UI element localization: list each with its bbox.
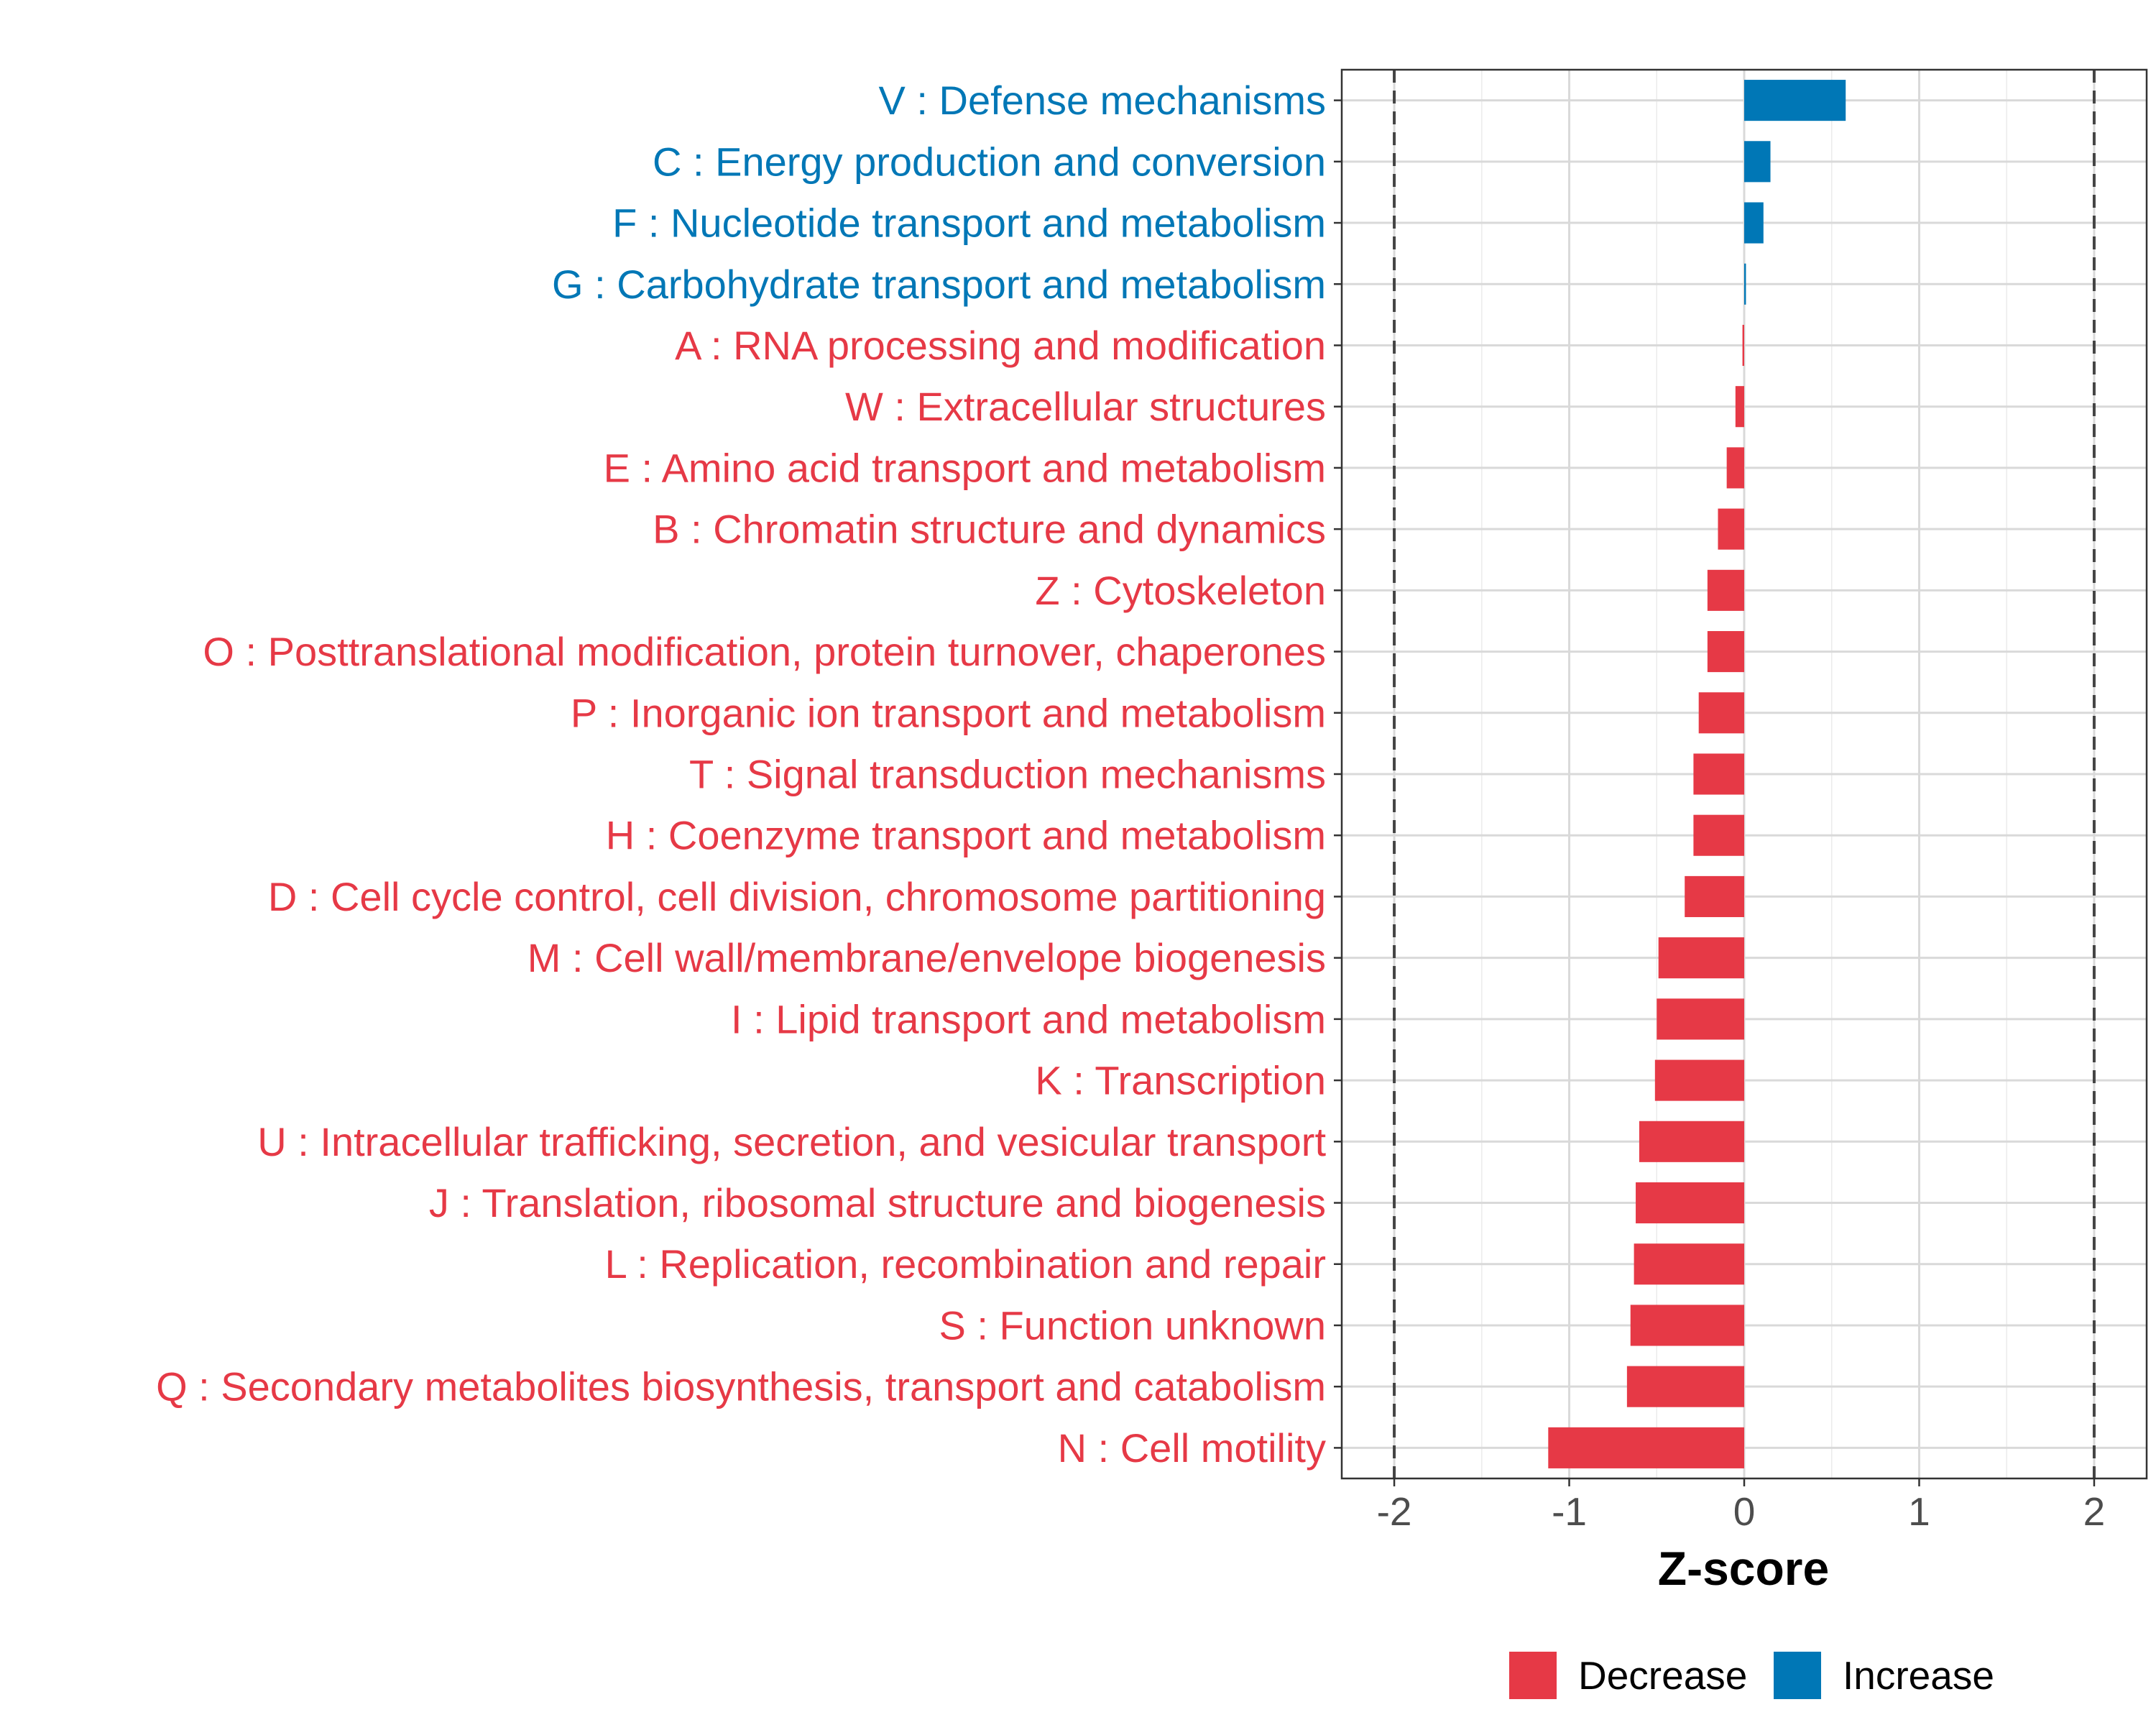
bar-decrease (1742, 324, 1744, 367)
bar-decrease (1685, 875, 1744, 917)
category-label: U : Intracellular trafficking, secretion… (257, 1119, 1326, 1164)
bar-decrease (1654, 1059, 1744, 1101)
bar-decrease (1639, 1121, 1744, 1162)
category-label: J : Translation, ribosomal structure and… (429, 1180, 1326, 1225)
x-tick-label: -1 (1552, 1489, 1587, 1534)
category-label: V : Defense mechanisms (879, 78, 1326, 123)
bar-increase (1744, 141, 1771, 183)
bar-decrease (1636, 1182, 1744, 1224)
bar-decrease (1693, 814, 1744, 856)
bar-decrease (1548, 1427, 1744, 1468)
category-label: F : Nucleotide transport and metabolism (612, 201, 1326, 246)
category-label: H : Coenzyme transport and metabolism (606, 813, 1326, 858)
x-tick-label: 0 (1733, 1489, 1756, 1534)
bar-decrease (1658, 937, 1744, 979)
x-tick-label: 1 (1908, 1489, 1930, 1534)
legend-swatch-increase (1774, 1652, 1821, 1699)
category-label: L : Replication, recombination and repai… (605, 1241, 1326, 1287)
bar-decrease (1718, 508, 1744, 550)
category-label: S : Function unknown (939, 1302, 1326, 1348)
bar-decrease (1735, 386, 1744, 428)
category-label: K : Transcription (1035, 1058, 1326, 1103)
category-label: Q : Secondary metabolites biosynthesis, … (156, 1364, 1326, 1409)
bar-increase (1744, 263, 1746, 305)
category-label: A : RNA processing and modification (675, 323, 1326, 368)
bar-decrease (1707, 569, 1744, 611)
bar-increase (1744, 80, 1846, 121)
x-axis-title: Z-score (1658, 1542, 1829, 1595)
x-tick-label: 2 (2083, 1489, 2106, 1534)
category-label: G : Carbohydrate transport and metabolis… (552, 262, 1326, 307)
category-label: E : Amino acid transport and metabolism (604, 445, 1326, 490)
x-axis: -2 -1 0 1 2 (1377, 1478, 2106, 1534)
y-axis: V : Defense mechanisms C : Energy product… (156, 78, 1342, 1471)
category-label: B : Chromatin structure and dynamics (653, 507, 1326, 552)
bars (1548, 80, 1846, 1468)
category-label: M : Cell wall/membrane/envelope biogenes… (528, 935, 1326, 980)
category-label: N : Cell motility (1058, 1425, 1326, 1471)
bar-decrease (1698, 692, 1744, 734)
category-label: W : Extracellular structures (845, 384, 1326, 429)
bar-decrease (1707, 631, 1744, 673)
bar-decrease (1630, 1305, 1744, 1346)
bar-decrease (1726, 447, 1744, 489)
legend-label: Decrease (1578, 1653, 1747, 1698)
bar-decrease (1657, 998, 1744, 1040)
category-label: T : Signal transduction mechanisms (689, 752, 1326, 797)
category-label: P : Inorganic ion transport and metaboli… (571, 690, 1326, 735)
bar-decrease (1634, 1243, 1744, 1285)
category-label: I : Lipid transport and metabolism (731, 996, 1326, 1041)
legend-swatch-decrease (1509, 1652, 1557, 1699)
bar-decrease (1626, 1366, 1744, 1407)
category-label: D : Cell cycle control, cell division, c… (268, 874, 1326, 919)
category-label: O : Posttranslational modification, prot… (203, 629, 1326, 674)
bar-increase (1744, 202, 1764, 244)
legend-label: Increase (1843, 1653, 1994, 1698)
reference-lines (1393, 70, 2096, 1478)
bar-decrease (1693, 753, 1744, 795)
legend: Decrease Increase (1509, 1652, 1994, 1699)
category-label: C : Energy production and conversion (653, 139, 1326, 184)
x-tick-label: -2 (1377, 1489, 1412, 1534)
category-label: Z : Cytoskeleton (1035, 568, 1326, 613)
